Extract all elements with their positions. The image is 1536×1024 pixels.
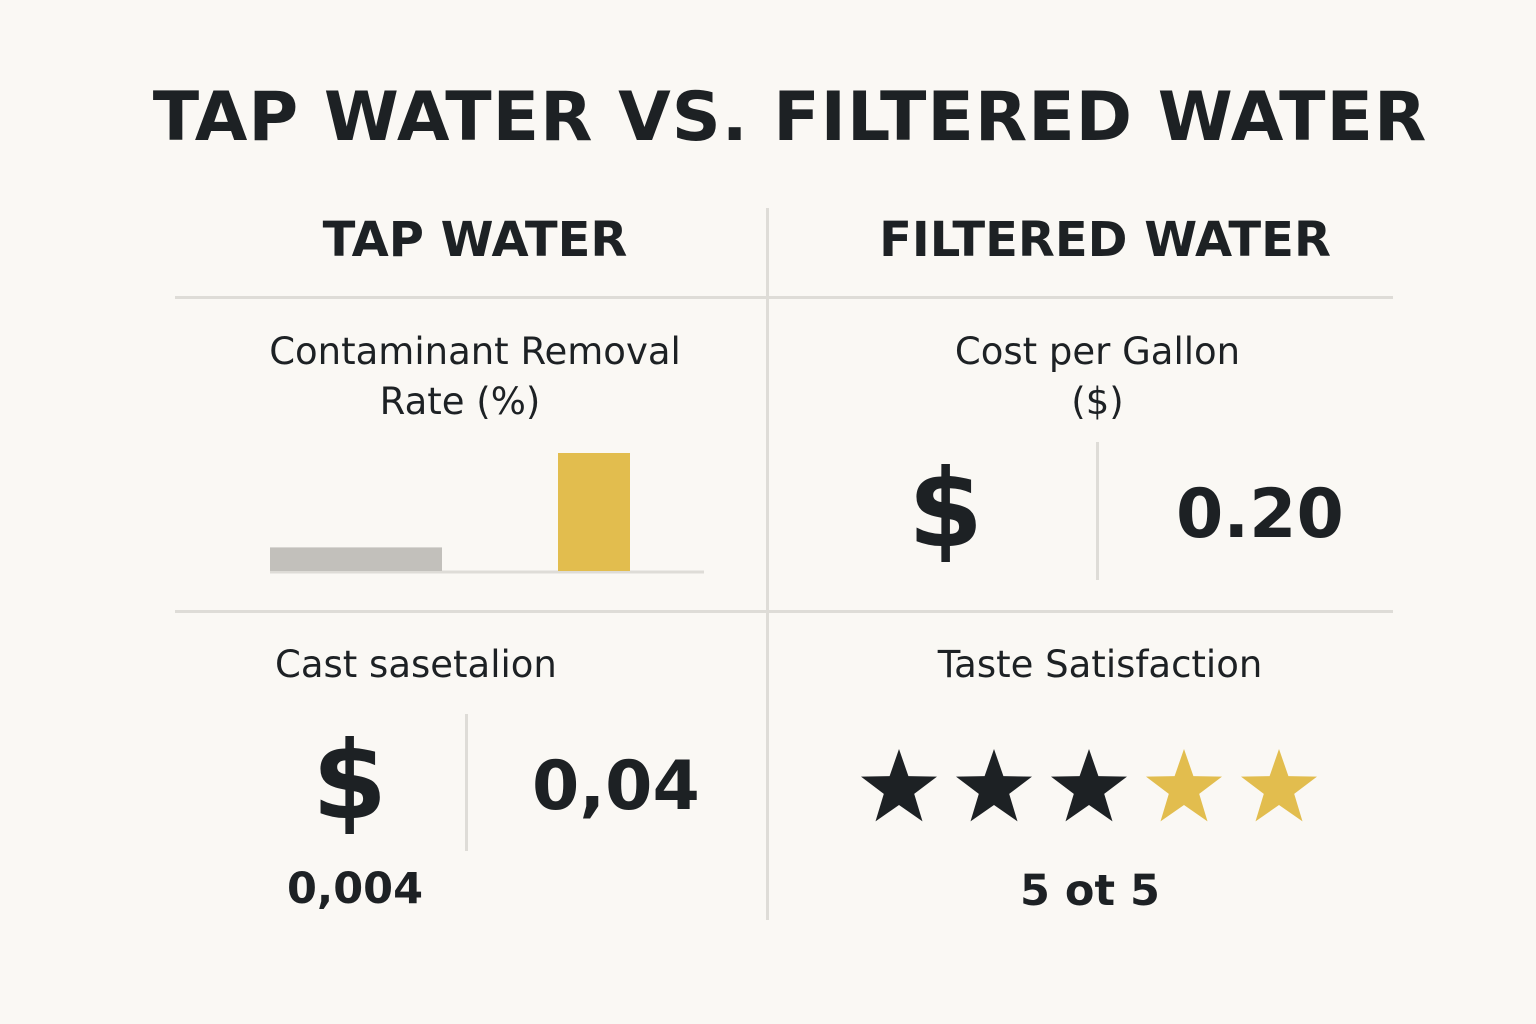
taste-label: Taste Satisfaction [937,643,1263,686]
cast-value: 0,04 [532,747,700,826]
cost-dollar-icon: $ [908,447,984,572]
bar-2 [558,453,630,571]
contaminant-label-line1: Contaminant Removal [269,330,681,373]
cast-divider [465,714,468,851]
contaminant-bar-chart [270,453,704,574]
cost-value: 0.20 [1176,475,1344,554]
center-divider [766,208,769,920]
star-icon [861,749,937,822]
cast-sub-value: 0,004 [287,864,424,914]
cost-label-line2: ($) [1071,380,1124,423]
cost-label-line1: Cost per Gallon [954,330,1241,373]
column-heading-filtered: FILTERED WATER [879,212,1331,268]
star-icon [1051,749,1127,822]
cast-label: Cast sasetalion [275,643,557,686]
taste-caption: 5 ot 5 [1020,866,1160,916]
star-icon [1146,749,1222,822]
star-icon [956,749,1032,822]
star-icon [1241,749,1317,822]
contaminant-label-line2: Rate (%) [379,380,541,423]
header-divider [175,296,1393,299]
column-heading-tap: TAP WATER [322,212,628,268]
taste-star-rating [861,749,1317,822]
middle-divider [175,610,1393,613]
cost-divider [1096,442,1099,580]
bar-1 [270,547,442,571]
cast-dollar-icon: $ [312,719,388,844]
page-title: TAP WATER VS. FILTERED WATER [152,78,1428,157]
